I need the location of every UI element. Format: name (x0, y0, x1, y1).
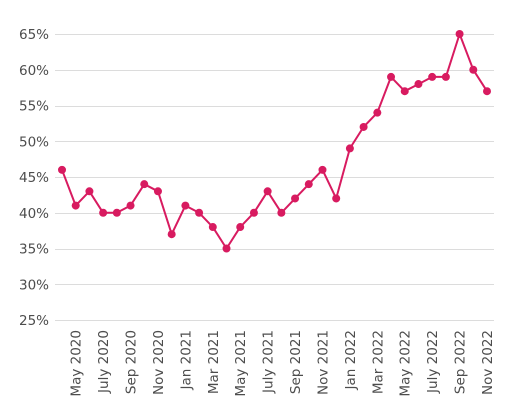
data-point (483, 87, 491, 96)
data-point (359, 122, 368, 131)
y-tick-label: 40% (19, 206, 49, 222)
y-axis-tick-labels: 25% 30% 35% 40% 45% 50% 55% 60% 65% (19, 27, 49, 329)
data-point (469, 65, 478, 74)
data-series (58, 30, 491, 253)
data-point (318, 165, 327, 174)
x-tick-label: May 2020 (69, 330, 85, 397)
x-tick-label: Mar 2021 (206, 330, 222, 394)
data-point (167, 230, 176, 239)
data-point (195, 208, 204, 217)
y-tick-label: 35% (19, 242, 49, 258)
data-point (126, 201, 135, 210)
data-point (58, 165, 66, 174)
x-tick-label: May 2021 (233, 330, 249, 397)
data-point (345, 144, 354, 153)
data-point (373, 108, 382, 117)
data-point (99, 208, 108, 217)
data-point (414, 80, 423, 89)
x-tick-label: Nov 2022 (480, 330, 496, 395)
x-tick-label: Nov 2021 (315, 330, 331, 395)
y-tick-label: 50% (19, 134, 49, 150)
data-point (291, 194, 300, 203)
x-tick-label: July 2022 (425, 330, 441, 394)
data-point (263, 187, 272, 196)
data-point (387, 72, 396, 81)
x-tick-label: July 2021 (261, 330, 277, 394)
y-tick-label: 25% (19, 313, 49, 329)
y-tick-label: 55% (19, 99, 49, 115)
x-tick-label: Sep 2020 (124, 330, 140, 394)
data-point (112, 208, 121, 217)
x-tick-label: Nov 2020 (151, 330, 167, 395)
data-point (428, 72, 437, 81)
data-point (208, 223, 217, 232)
y-tick-label: 45% (19, 170, 49, 186)
data-point (441, 72, 450, 81)
x-tick-label: May 2022 (398, 330, 414, 397)
x-tick-label: July 2020 (96, 330, 112, 394)
data-point (236, 223, 245, 232)
x-tick-label: Jan 2022 (343, 330, 359, 390)
gridlines (55, 34, 494, 321)
x-tick-label: Jan 2021 (178, 330, 194, 390)
data-point (222, 244, 231, 253)
y-tick-label: 65% (19, 27, 49, 43)
data-point (455, 30, 464, 38)
data-point (249, 208, 258, 217)
data-point (71, 201, 80, 210)
x-axis-tick-labels: May 2020 July 2020 Sep 2020 Nov 2020 Jan 202… (69, 330, 496, 397)
data-point (153, 187, 162, 196)
data-point (85, 187, 94, 196)
data-point (140, 180, 149, 189)
x-tick-label: Sep 2022 (453, 330, 469, 394)
data-point (332, 194, 341, 203)
x-tick-label: Sep 2021 (288, 330, 304, 394)
y-tick-label: 30% (19, 277, 49, 293)
y-tick-label: 60% (19, 63, 49, 79)
x-tick-label: Mar 2022 (370, 330, 386, 394)
data-point (400, 87, 409, 96)
data-point (304, 180, 313, 189)
data-point (181, 201, 190, 210)
data-point (277, 208, 286, 217)
